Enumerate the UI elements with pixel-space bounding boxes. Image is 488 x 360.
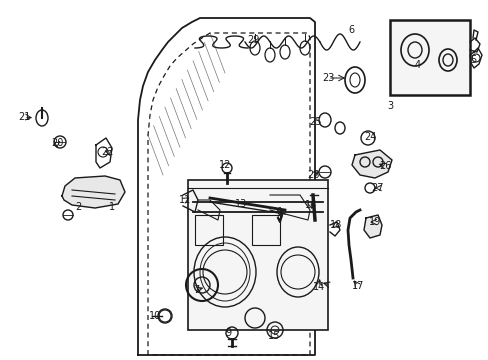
Text: 21: 21 [18,112,30,122]
Text: 24: 24 [363,132,375,142]
Text: 22: 22 [102,147,114,157]
Polygon shape [363,215,381,238]
Text: 3: 3 [386,101,392,111]
Text: 2: 2 [75,202,81,212]
Text: 28: 28 [306,170,319,180]
Bar [389,20,469,95]
Text: 1: 1 [109,202,115,212]
Text: 16: 16 [304,200,317,210]
Text: 15: 15 [267,331,280,341]
Polygon shape [351,150,391,178]
Text: 19: 19 [368,217,380,227]
Text: 7: 7 [192,285,199,295]
Text: 18: 18 [329,220,342,230]
Polygon shape [62,176,125,208]
Text: 13: 13 [234,199,246,209]
Text: 9: 9 [224,328,231,338]
Bar [195,215,223,245]
Text: 8: 8 [275,211,282,221]
Text: 27: 27 [371,183,384,193]
Text: 26: 26 [378,161,390,171]
Text: 23: 23 [321,73,333,83]
Text: 29: 29 [246,35,259,45]
Bar [251,215,280,245]
Text: 6: 6 [347,25,353,35]
Text: 5: 5 [469,55,475,65]
Text: 20: 20 [51,138,63,148]
Text: 14: 14 [312,282,325,292]
Text: 12: 12 [218,160,231,170]
Text: 11: 11 [179,195,191,205]
Text: 25: 25 [308,117,321,127]
Text: 10: 10 [148,311,161,321]
Text: 17: 17 [351,281,364,291]
Bar [187,180,327,330]
Text: 4: 4 [414,60,420,70]
